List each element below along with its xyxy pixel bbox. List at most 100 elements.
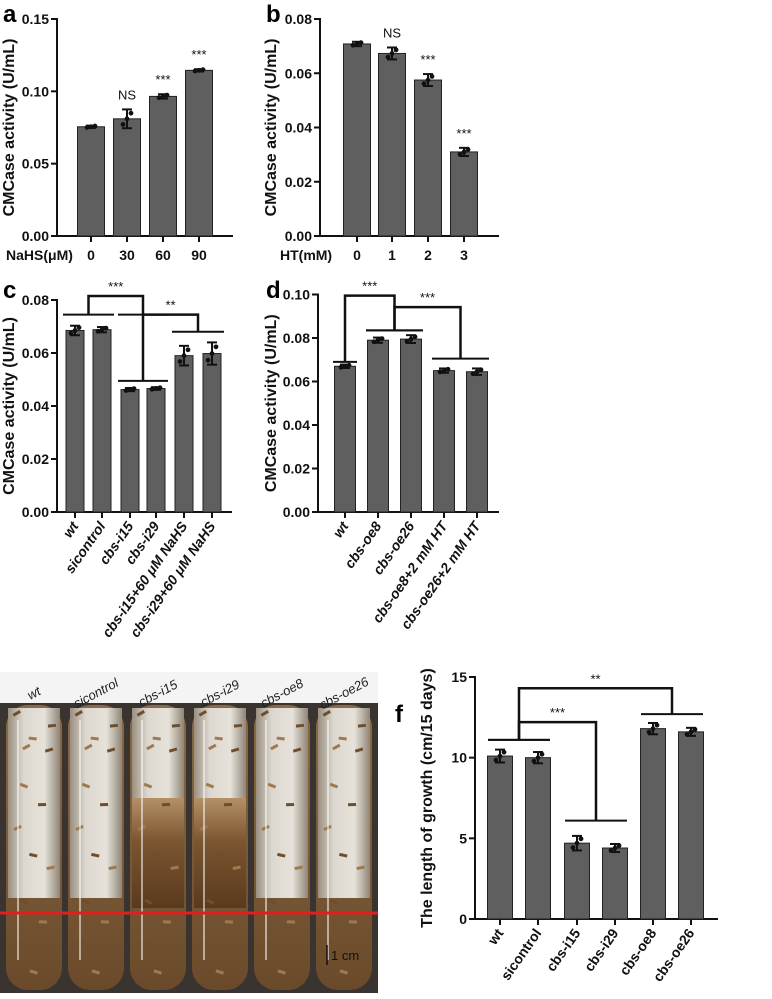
wood-chip	[144, 898, 153, 905]
wood-chip	[276, 736, 285, 741]
y-tick-label: 0.08	[283, 330, 310, 346]
bar-2	[414, 79, 442, 237]
tube-mycelium	[318, 708, 370, 898]
x-tick-label: wt	[484, 925, 507, 948]
wood-chip	[47, 723, 57, 728]
x-tick-label: wt	[329, 517, 352, 540]
bar-cbs-i15+60 μM NaHS	[174, 355, 194, 513]
bar-cbs-i29	[602, 847, 628, 920]
wood-chip	[356, 865, 365, 871]
data-point	[379, 336, 385, 342]
wood-chip	[91, 969, 100, 975]
panel-label-f: f	[395, 701, 404, 728]
x-tick-label: 0	[87, 247, 95, 263]
wood-chip	[322, 710, 331, 717]
data-point	[501, 749, 507, 755]
data-point	[99, 327, 105, 333]
wood-chip	[277, 969, 286, 975]
data-point	[493, 757, 499, 763]
data-point	[72, 328, 78, 333]
data-point	[425, 77, 431, 83]
wood-chip	[357, 723, 367, 728]
data-point	[354, 41, 360, 47]
bar-wt	[65, 329, 85, 513]
y-tick-label: 0.02	[283, 461, 310, 477]
significance-bracket	[393, 305, 462, 359]
significance-bracket	[517, 720, 598, 821]
wood-chip	[268, 898, 277, 905]
data-point	[441, 368, 447, 374]
wood-chip	[19, 782, 29, 789]
tube-mycelium	[194, 708, 246, 798]
y-tick-label: 0.00	[283, 504, 310, 520]
wood-chip	[81, 782, 91, 789]
data-point	[650, 726, 656, 732]
data-point	[408, 336, 414, 342]
wood-chip	[206, 898, 215, 905]
bar-cbs-i29+60 μM NaHS	[202, 353, 222, 513]
y-tick-label: 0	[459, 911, 467, 927]
wood-chip	[198, 710, 207, 717]
data-point	[95, 328, 101, 334]
wood-chip	[205, 782, 215, 789]
panel-label-b: b	[266, 1, 281, 28]
wood-chip	[332, 743, 341, 751]
wood-chip	[354, 747, 364, 753]
wood-chip	[338, 736, 347, 741]
wood-chip	[46, 865, 55, 871]
x-tick-label: 0	[353, 247, 361, 263]
significance-bracket	[87, 294, 145, 381]
bar-90	[185, 69, 213, 237]
y-tick-label: 0.02	[22, 451, 49, 467]
data-point	[578, 836, 584, 842]
data-point	[120, 122, 126, 127]
wood-chip	[38, 920, 47, 924]
wood-chip	[286, 920, 295, 924]
data-point	[646, 729, 652, 735]
wood-chip	[162, 920, 171, 924]
x-tick-label: 90	[191, 247, 207, 263]
wood-chip	[294, 865, 303, 871]
wood-chip	[223, 802, 233, 807]
wood-chip	[28, 736, 37, 741]
data-point	[76, 325, 82, 331]
data-point	[429, 74, 435, 79]
bar-1	[378, 52, 406, 237]
x-axis-label: NaHS(μM)	[6, 247, 73, 263]
chart-panel-f: 0 5 10 15 The length of growth (cm/15 days) w…	[419, 668, 718, 984]
data-point	[437, 369, 443, 375]
wood-chip	[37, 802, 47, 807]
wood-chip	[267, 782, 277, 789]
wood-chip	[143, 782, 153, 789]
wood-chip	[215, 969, 224, 975]
wood-chip	[44, 747, 54, 753]
data-point	[192, 68, 198, 74]
data-point	[358, 40, 364, 46]
photo-label-strip	[0, 672, 378, 703]
y-tick-label: 0.15	[22, 11, 49, 27]
data-point	[181, 353, 187, 359]
data-point	[535, 755, 541, 761]
y-tick-label: 15	[451, 669, 467, 685]
data-point	[393, 47, 399, 53]
bar-60	[149, 95, 177, 237]
wood-chip	[153, 969, 162, 975]
growth-tube-photo: wt sicontrol cbs-i15 cbs-i29 cbs-oe8 cbs-oe26…	[0, 672, 378, 993]
y-axis-label: CMCase activity (U/mL)	[1, 39, 18, 217]
x-tick-label: 2	[424, 247, 432, 263]
data-point	[124, 116, 130, 122]
significance-label: **	[590, 671, 600, 686]
x-tick-label: 3	[460, 247, 468, 263]
bar-cbs-i15	[120, 389, 140, 513]
data-point	[149, 386, 155, 392]
data-point	[153, 386, 159, 391]
data-point	[688, 729, 694, 735]
data-point	[478, 367, 484, 373]
data-point	[164, 92, 170, 98]
x-tick-label: 1	[388, 247, 396, 263]
data-point	[131, 386, 137, 392]
wood-chip	[136, 710, 145, 717]
x-tick-label: wt	[59, 517, 82, 540]
data-point	[404, 339, 410, 344]
